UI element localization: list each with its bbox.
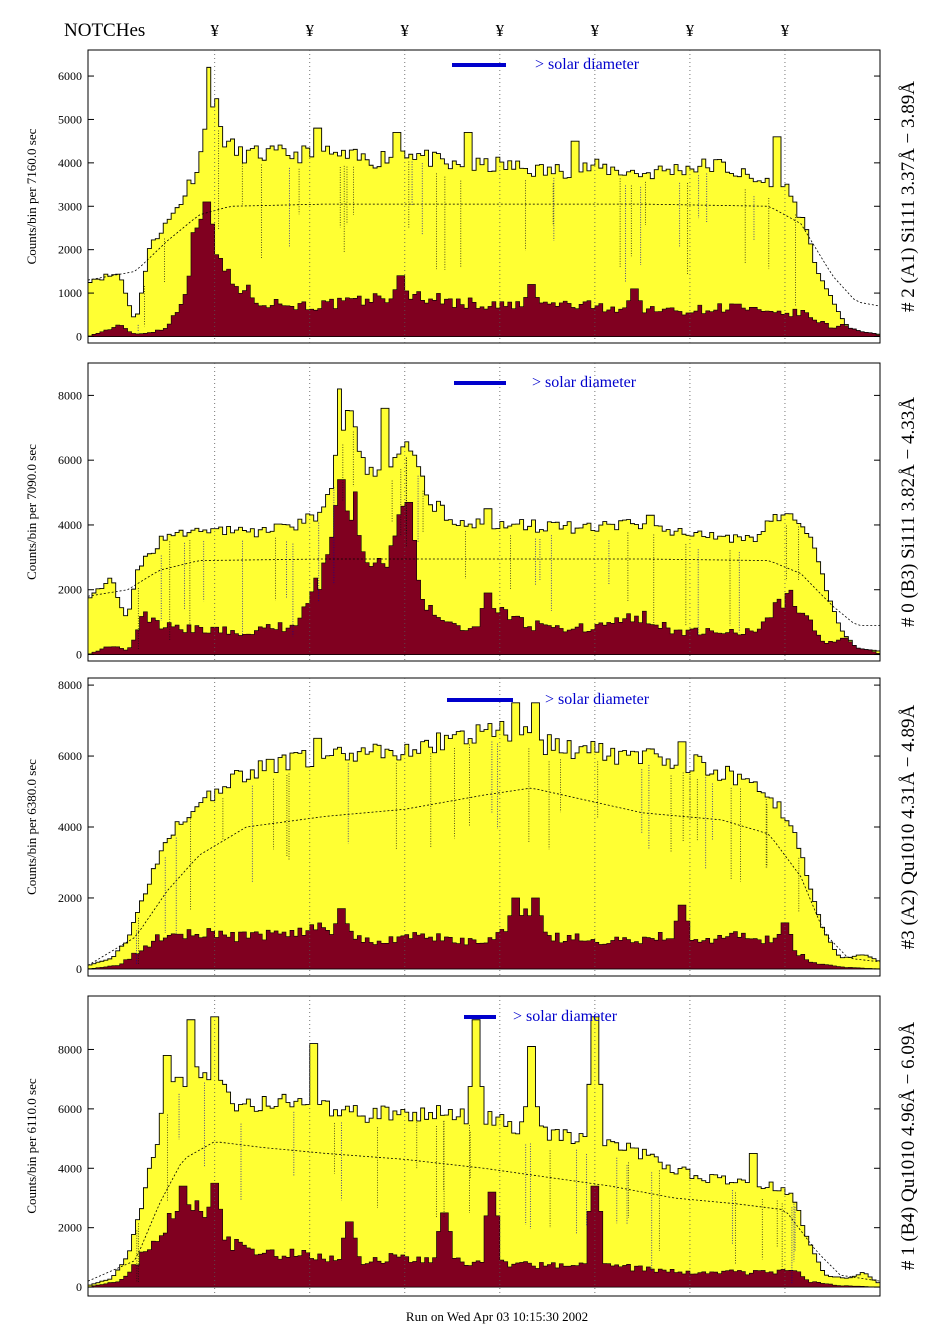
ytick-label-1: 2000 — [58, 583, 82, 597]
panel-2: 0 2000 4000 6000 8000 Counts/bin per 6380.0 s… — [24, 677, 919, 977]
ytick-label-1: 2000 — [58, 1221, 82, 1235]
solar-diameter-legend: > solar diameter — [532, 374, 637, 391]
ytick-label-0: 0 — [76, 648, 82, 662]
ytick-label-6: 6000 — [58, 69, 82, 83]
ytick-label-3: 6000 — [58, 1102, 82, 1116]
ytick-label-1: 2000 — [58, 891, 82, 905]
ytick-label-0: 0 — [76, 329, 82, 343]
model-dashed-line — [87, 1141, 881, 1282]
notch-symbol-2: ¥ — [401, 21, 410, 40]
notch-symbol-4: ¥ — [591, 21, 600, 40]
lower-counts-area — [87, 897, 881, 970]
notch-symbol-5: ¥ — [686, 21, 695, 40]
ytick-label-3: 3000 — [58, 199, 82, 213]
panel-label: # 2 (A1) Si111 3.37Å − 3.89Å — [898, 81, 919, 312]
ytick-label-4: 4000 — [58, 156, 82, 170]
ytick-label-1: 1000 — [58, 286, 82, 300]
notch-symbol-1: ¥ — [306, 21, 315, 40]
notch-symbol-0: ¥ — [210, 21, 219, 40]
y-axis-label: Counts/bin per 6380.0 sec — [24, 759, 39, 895]
notches-label: NOTCHes — [64, 20, 145, 41]
ytick-label-3: 6000 — [58, 749, 82, 763]
panel-label: # 0 (B3) Si111 3.82Å − 4.33Å — [898, 397, 919, 627]
y-axis-label: Counts/bin per 6110.0 sec — [24, 1078, 39, 1214]
footer-run-date: Run on Wed Apr 03 10:15:30 2002 — [406, 1309, 588, 1324]
total-counts-area — [87, 66, 881, 337]
ytick-label-2: 4000 — [58, 820, 82, 834]
notch-symbol-3: ¥ — [496, 21, 505, 40]
total-counts-area — [87, 702, 881, 970]
panel-label: # 1 (B4) Qu1010 4.96Å − 6.09Å — [898, 1022, 919, 1270]
panels: 0 1000 2000 3000 4000 5000 6000 Counts/bin per … — [24, 49, 919, 1297]
y-axis-label: Counts/bin per 7160.0 sec — [24, 128, 39, 264]
panel-label: #3 (A2) Qu1010 4.31Å − 4.89Å — [898, 704, 919, 949]
solar-diameter-legend: > solar diameter — [535, 56, 640, 73]
notch-marks: ¥ ¥ ¥ ¥ ¥ ¥ ¥ — [210, 21, 789, 40]
total-counts-area — [87, 388, 881, 655]
lower-counts-area — [87, 201, 881, 337]
lower-counts-area — [87, 1182, 881, 1288]
ytick-label-2: 4000 — [58, 1161, 82, 1175]
notch-symbol-6: ¥ — [781, 21, 790, 40]
total-counts-area — [87, 1016, 881, 1288]
ytick-label-2: 2000 — [58, 243, 82, 257]
solar-diameter-legend: > solar diameter — [513, 1008, 618, 1025]
ytick-label-3: 6000 — [58, 453, 82, 467]
ytick-label-2: 4000 — [58, 518, 82, 532]
panel-1: 0 2000 4000 6000 8000 Counts/bin per 7090.0 s… — [24, 362, 919, 662]
ytick-label-4: 8000 — [58, 1042, 82, 1056]
ytick-label-0: 0 — [76, 962, 82, 976]
y-axis-label: Counts/bin per 7090.0 sec — [24, 444, 39, 580]
lower-counts-area — [87, 479, 881, 655]
ytick-label-4: 8000 — [58, 388, 82, 402]
ytick-label-4: 8000 — [58, 678, 82, 692]
panel-3: 0 2000 4000 6000 8000 Counts/bin per 6110.0 s… — [24, 995, 919, 1297]
ytick-label-0: 0 — [76, 1280, 82, 1294]
panel-0: 0 1000 2000 3000 4000 5000 6000 Counts/bin per … — [24, 49, 919, 344]
model-dashed-line — [87, 787, 881, 966]
ytick-label-5: 5000 — [58, 112, 82, 126]
solar-diameter-legend: > solar diameter — [545, 691, 650, 708]
